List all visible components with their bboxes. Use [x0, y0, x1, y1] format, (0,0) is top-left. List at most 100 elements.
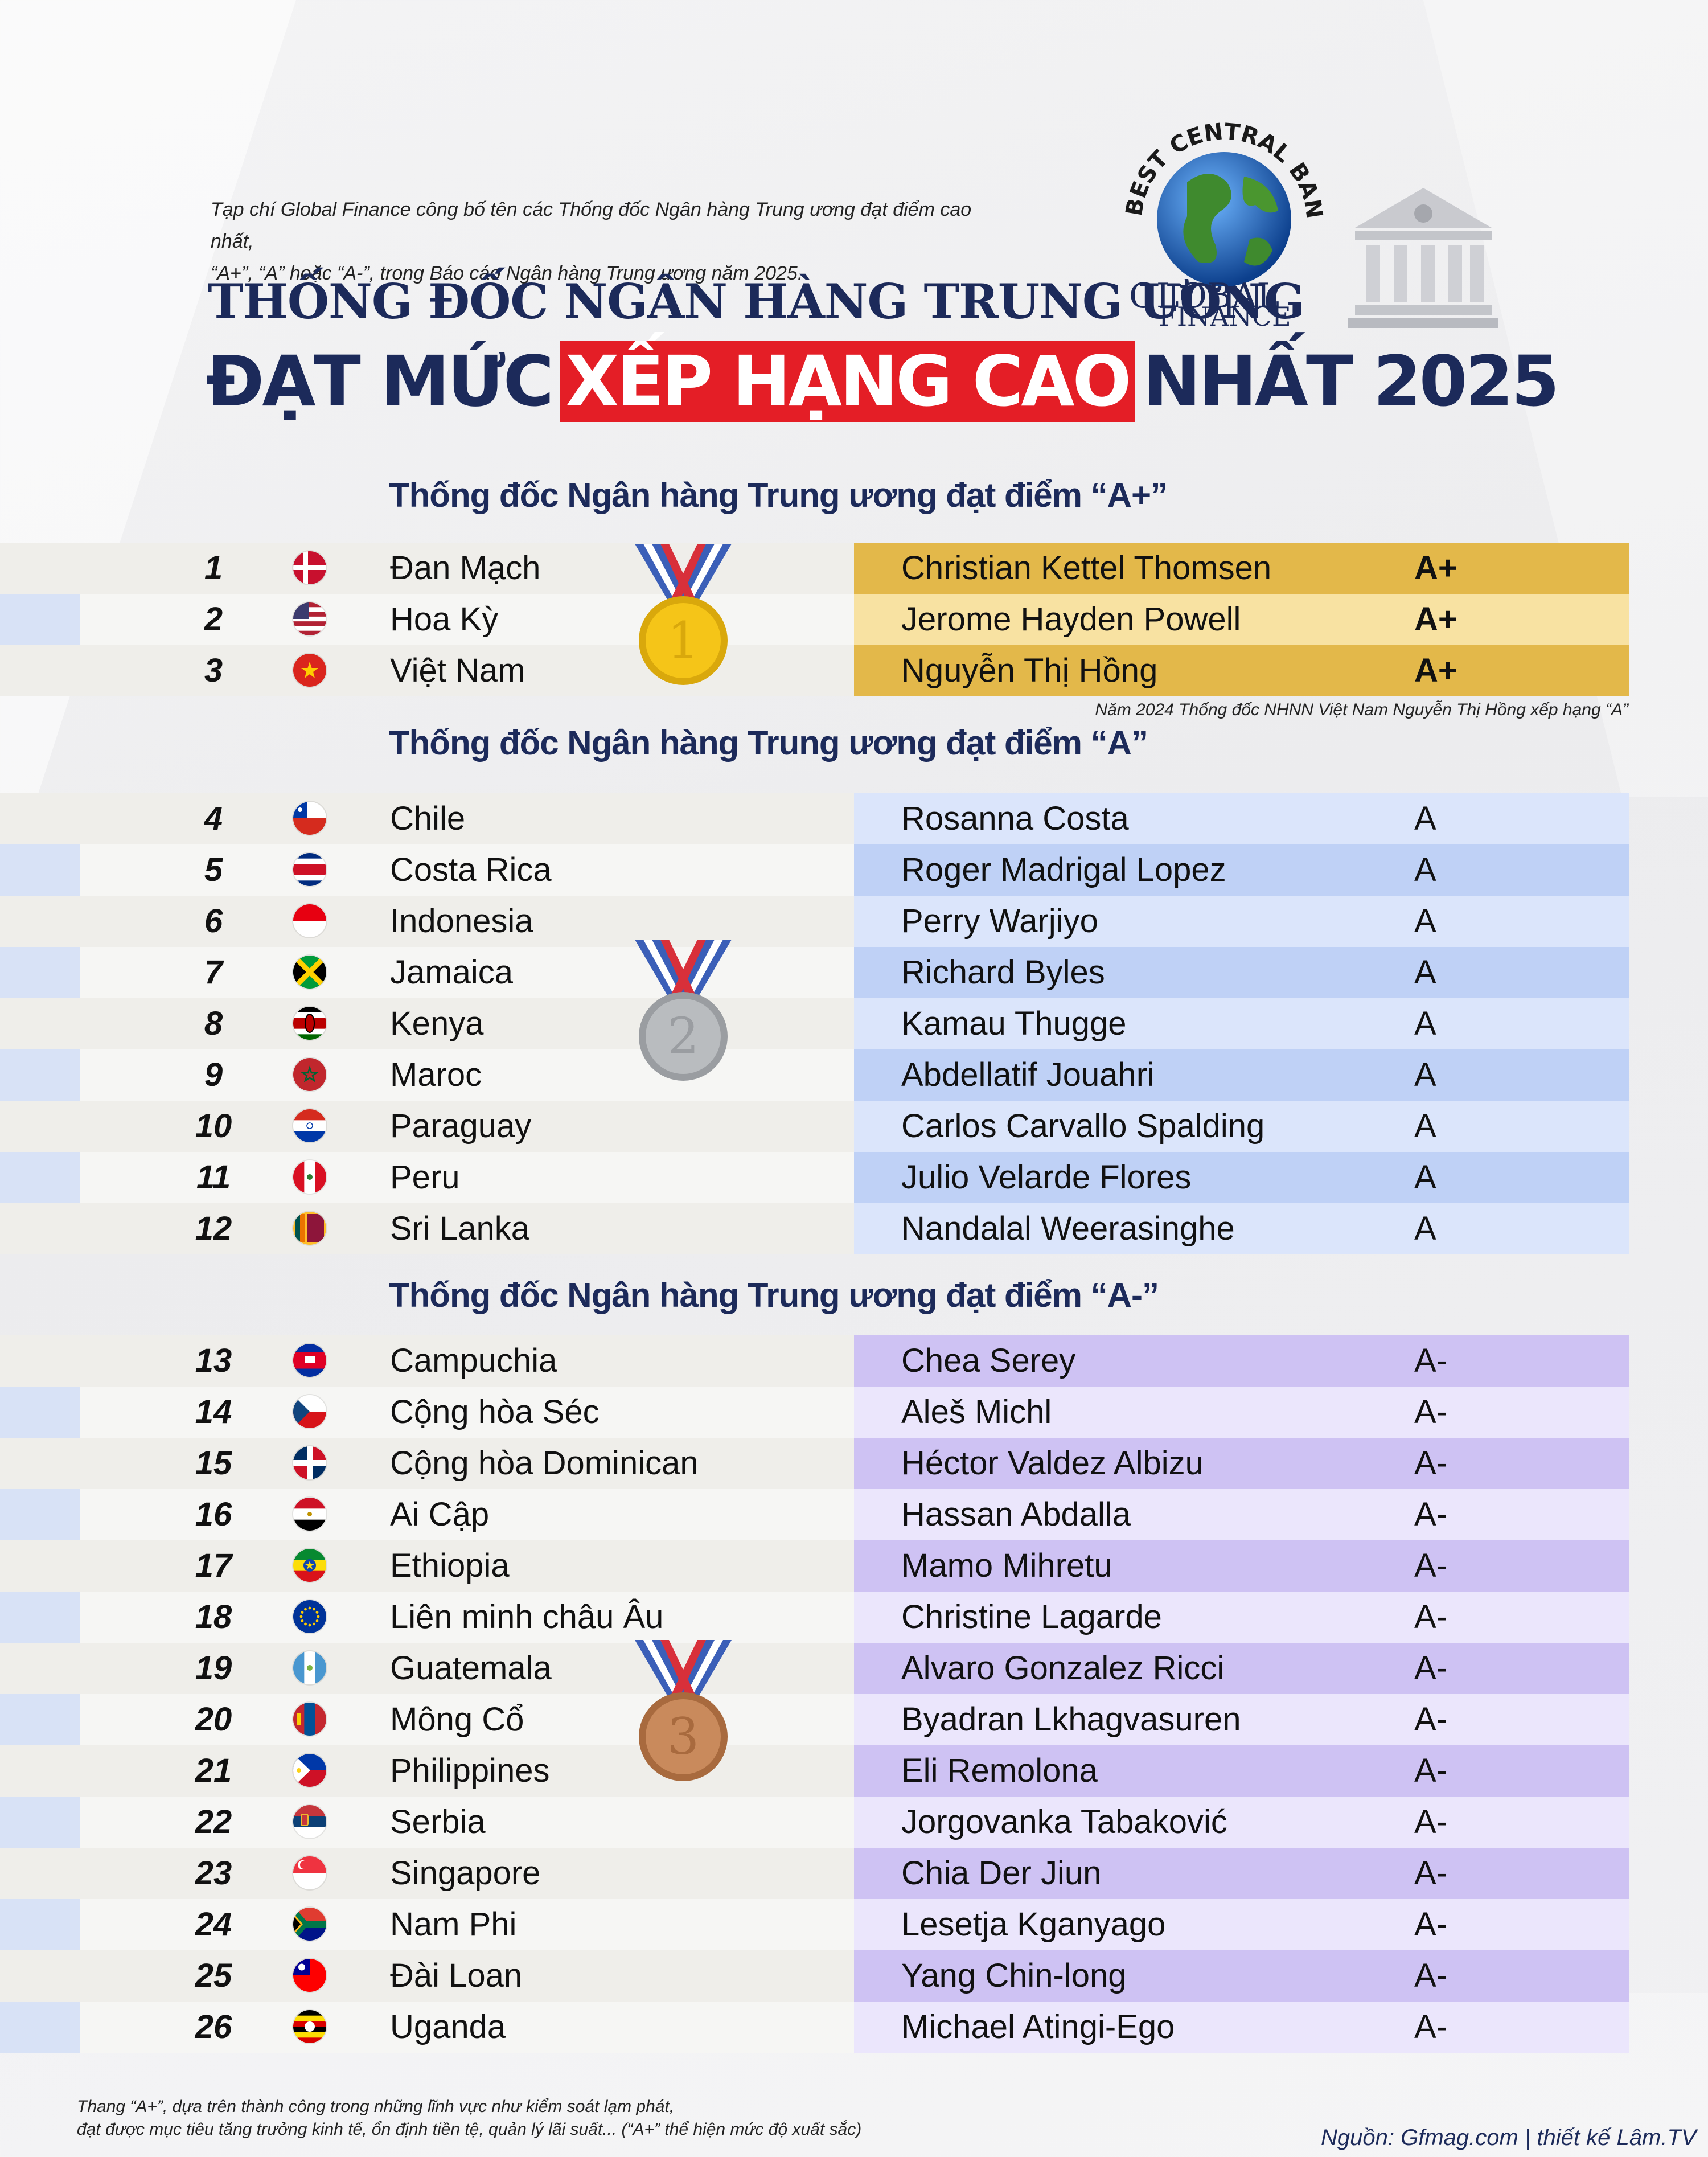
rank-number: 5 [204, 851, 223, 888]
governor-name: Byadran Lkhagvasuren [901, 1701, 1241, 1738]
row-grade-background [854, 1203, 1629, 1254]
table-row: 24 Nam Phi Lesetja Kganyago A- [0, 1899, 1629, 1950]
row-grade-background [854, 1101, 1629, 1152]
footer-line-1: Thang “A+”, dựa trên thành công trong nh… [77, 2097, 675, 2116]
eu-flag [293, 1600, 326, 1633]
globe-icon [1157, 152, 1291, 286]
row-grade-background [854, 594, 1629, 645]
row-grade-background [854, 793, 1629, 844]
country-name: Costa Rica [390, 851, 552, 888]
brand-global: GLOBAL [1129, 276, 1279, 316]
rank-number: 10 [195, 1108, 232, 1145]
grade-value: A [1414, 1210, 1436, 1247]
country-name: Sri Lanka [390, 1210, 530, 1247]
mongolia-flag [293, 1703, 326, 1736]
section-heading: Thống đốc Ngân hàng Trung ương đạt điểm … [389, 1276, 1159, 1314]
table-row: 13 Campuchia Chea Serey A- [0, 1335, 1629, 1387]
country-name: Hoa Kỳ [390, 601, 499, 638]
country-name: Serbia [390, 1803, 486, 1840]
governor-name: Richard Byles [901, 954, 1105, 991]
row-grade-background [854, 844, 1629, 896]
rank-number: 9 [204, 1056, 223, 1093]
rank-number: 4 [204, 800, 223, 837]
rank-number: 14 [195, 1393, 232, 1430]
title-pre: ĐẠT MỨC [206, 341, 554, 422]
rank-number: 16 [195, 1496, 232, 1533]
uganda-flag [293, 2010, 326, 2043]
row-grade-background [854, 1694, 1629, 1745]
grade-value: A [1414, 1005, 1436, 1042]
row-accent [0, 1797, 80, 1848]
grade-value: A- [1414, 2008, 1447, 2045]
row-grade-background [854, 1489, 1629, 1540]
rank-number: 13 [195, 1342, 232, 1379]
grade-value: A [1414, 1056, 1436, 1093]
row-background [0, 1335, 854, 1387]
governor-name: Perry Warjiyo [901, 903, 1098, 940]
table-row: 3 Việt Nam Nguyễn Thị Hồng A+ [0, 645, 1629, 696]
rank-number: 22 [195, 1803, 232, 1840]
row-grade-background [854, 1643, 1629, 1694]
best-central-banker-award-logo: BEST CENTRAL BANKER AWARD 2025 GLOBAL FI… [1113, 91, 1327, 330]
grade-value: A- [1414, 1547, 1447, 1584]
grade-value: A- [1414, 1957, 1447, 1994]
country-name: Maroc [390, 1056, 482, 1093]
country-name: Việt Nam [390, 652, 525, 689]
governor-name: Chea Serey [901, 1342, 1076, 1379]
costa-rica-flag [293, 853, 326, 886]
governor-name: Aleš Michl [901, 1393, 1052, 1430]
row-accent [0, 1049, 80, 1101]
row-accent [0, 1152, 80, 1203]
table-row: 7 Jamaica Richard Byles A [0, 947, 1629, 998]
table-row: 9 Maroc Abdellatif Jouahri A [0, 1049, 1629, 1101]
country-name: Philippines [390, 1752, 550, 1789]
rank-number: 11 [196, 1159, 231, 1196]
governor-name: Jerome Hayden Powell [901, 601, 1241, 638]
rank-number: 21 [195, 1752, 232, 1789]
row-grade-background [854, 896, 1629, 947]
chile-flag [293, 802, 326, 835]
country-name: Singapore [390, 1855, 541, 1892]
table-row: 16 Ai Cập Hassan Abdalla A- [0, 1489, 1629, 1540]
title-post: NHẤT 2025 [1143, 341, 1559, 422]
dominican-flag [293, 1446, 326, 1479]
row-grade-background [854, 543, 1629, 594]
row-accent [0, 1899, 80, 1950]
row-background [0, 1152, 854, 1203]
country-name: Indonesia [390, 903, 533, 940]
page-title-line-1: THỐNG ĐỐC NGÂN HÀNG TRUNG ƯƠNG [208, 273, 1305, 330]
table-row: 11 Peru Julio Velarde Flores A [0, 1152, 1629, 1203]
grade-value: A- [1414, 1803, 1447, 1840]
page-title-line-2: ĐẠT MỨC XẾP HẠNG CAO NHẤT 2025 [206, 341, 1559, 422]
row-background [0, 1438, 854, 1489]
row-background [0, 1540, 854, 1592]
row-accent [0, 1489, 80, 1540]
brand-finance: FINANCE [1159, 301, 1291, 330]
jamaica-flag [293, 956, 326, 989]
bank-building-icon [1348, 188, 1498, 328]
section-heading: Thống đốc Ngân hàng Trung ương đạt điểm … [389, 724, 1148, 762]
governor-name: Mamo Mihretu [901, 1547, 1112, 1584]
medal-2-icon: 2 [629, 940, 737, 1082]
row-accent [0, 594, 80, 645]
row-background [0, 1489, 854, 1540]
table-row: 5 Costa Rica Roger Madrigal Lopez A [0, 844, 1629, 896]
table-row: 2 Hoa Kỳ Jerome Hayden Powell A+ [0, 594, 1629, 645]
governor-name: Nguyễn Thị Hồng [901, 652, 1158, 689]
row-accent [0, 1592, 80, 1643]
governor-name: Rosanna Costa [901, 800, 1129, 837]
grade-value: A- [1414, 1598, 1447, 1635]
grade-value: A [1414, 1159, 1436, 1196]
rank-number: 25 [195, 1957, 232, 1994]
czech-flag [293, 1395, 326, 1428]
country-name: Ai Cập [390, 1496, 490, 1533]
row-accent [0, 1387, 80, 1438]
table-row: 26 Uganda Michael Atingi-Ego A- [0, 2002, 1629, 2053]
indonesia-flag [293, 904, 326, 937]
paraguay-flag [293, 1109, 326, 1142]
country-name: Cộng hòa Dominican [390, 1445, 699, 1482]
governor-name: Chia Der Jiun [901, 1855, 1102, 1892]
footer-line-2: đạt được mục tiêu tăng trưởng kinh tế, ổ… [77, 2120, 862, 2139]
table-row: 22 Serbia Jorgovanka Tabaković A- [0, 1797, 1629, 1848]
table-row: 6 Indonesia Perry Warjiyo A [0, 896, 1629, 947]
